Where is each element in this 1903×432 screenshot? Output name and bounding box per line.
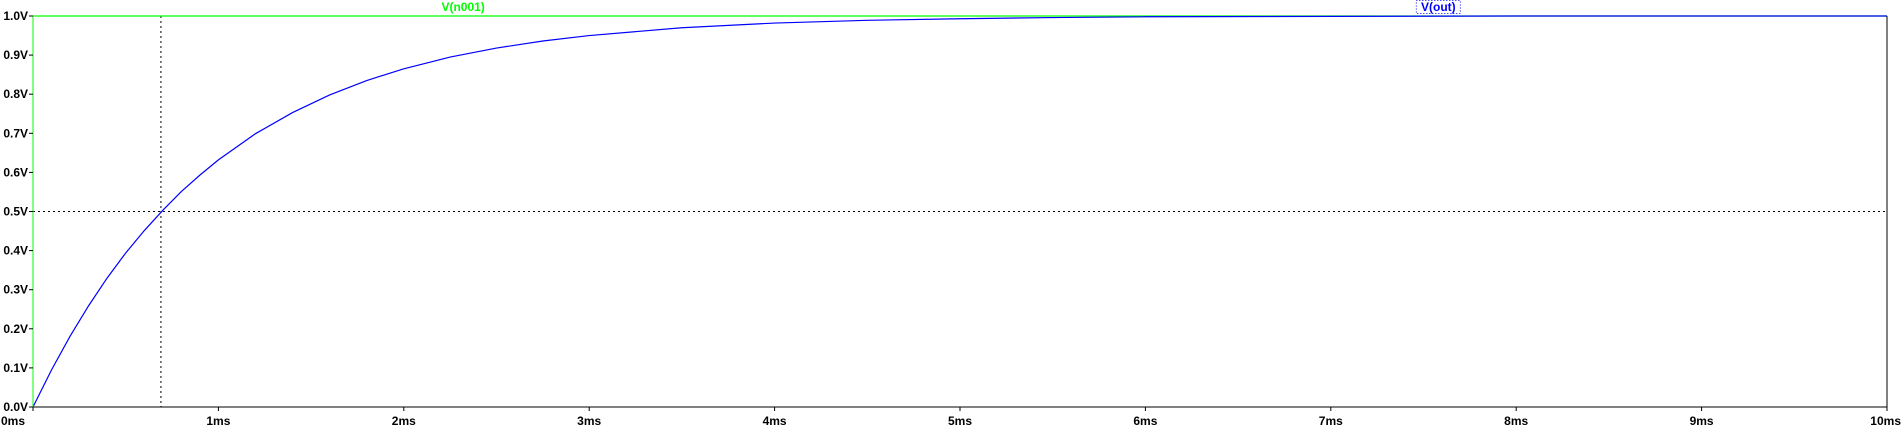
legend-layer[interactable]: V(n001) V(out): [441, 0, 1461, 14]
x-tick-label: 7ms: [1319, 414, 1343, 428]
x-tick-label: 9ms: [1690, 414, 1714, 428]
trace-label-v-out[interactable]: V(out): [1421, 0, 1456, 14]
x-tick-label: 10ms: [1870, 414, 1901, 428]
cursor-layer: [33, 16, 1887, 407]
y-tick-label: 0.5V: [3, 205, 28, 219]
ticks-layer: 0.0V 0.1V 0.2V 0.3V 0.4V 0.5V 0.6V 0.7V 0.8V 0.9V…: [1, 9, 1901, 428]
x-tick-label: 0ms: [1, 414, 25, 428]
x-tick-label: 6ms: [1133, 414, 1157, 428]
x-tick-label: 1ms: [206, 414, 230, 428]
y-tick-label: 0.4V: [3, 244, 28, 258]
x-tick-label: 2ms: [392, 414, 416, 428]
x-tick-label: 4ms: [763, 414, 787, 428]
y-tick-label: 1.0V: [3, 9, 28, 23]
y-tick-label: 0.6V: [3, 165, 28, 179]
trace-label-v-n001[interactable]: V(n001): [441, 0, 484, 14]
y-tick-label: 0.8V: [3, 87, 28, 101]
trace-label-selection-box: [1415, 0, 1461, 14]
x-tick-label: 5ms: [948, 414, 972, 428]
y-tick-label: 0.3V: [3, 283, 28, 297]
y-tick-label: 0.2V: [3, 322, 28, 336]
x-tick-label: 8ms: [1504, 414, 1528, 428]
series-line-v-out: [32, 15, 1887, 408]
x-tick-label: 3ms: [577, 414, 601, 428]
y-tick-label: 0.9V: [3, 48, 28, 62]
y-tick-label: 0.7V: [3, 126, 28, 140]
y-tick-label: 0.1V: [3, 361, 28, 375]
series-layer: [32, 15, 1887, 408]
y-tick-label: 0.0V: [3, 400, 28, 414]
